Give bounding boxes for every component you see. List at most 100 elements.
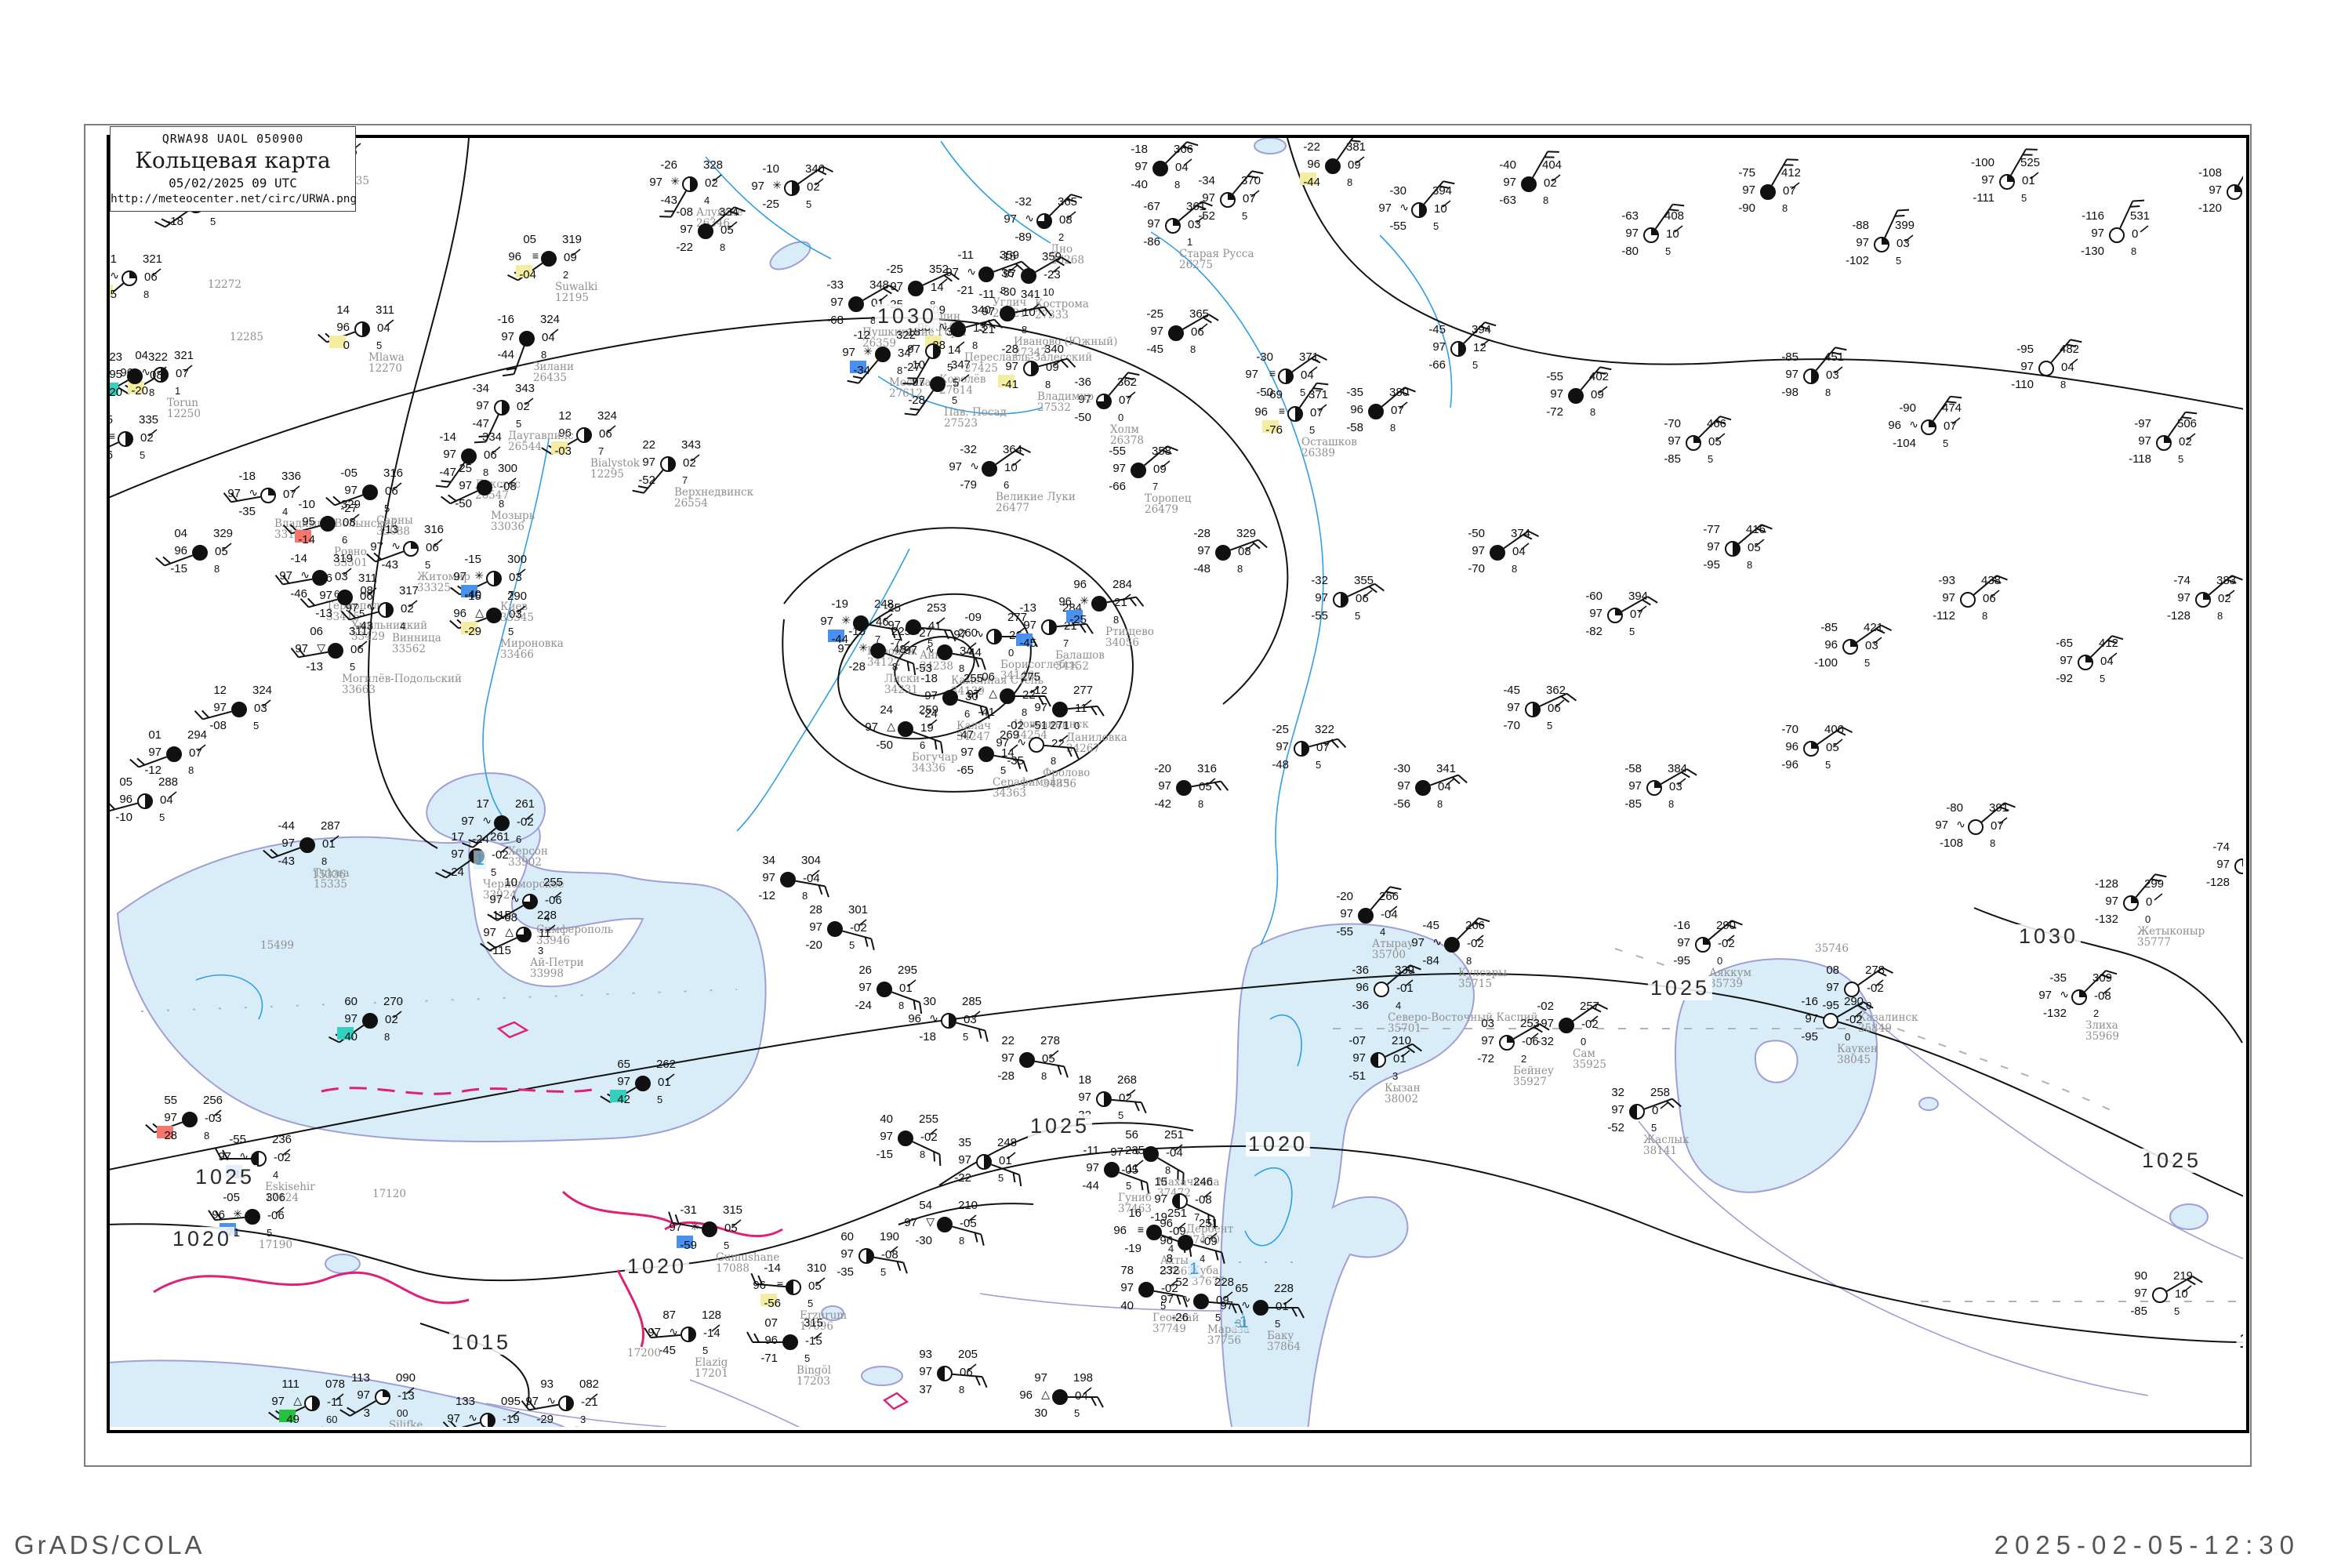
station-name-label: Bingöl 17203 — [797, 1364, 832, 1388]
tendency-value: 01 — [999, 1154, 1012, 1167]
visibility-value: 97 — [912, 376, 925, 389]
station-glyph — [339, 1387, 415, 1417]
wx-b-square-icon — [828, 630, 844, 642]
station-name-label: Ровно 33301 — [334, 546, 368, 569]
tendency-tick-icon — [350, 514, 360, 521]
dewpoint-value: -19 — [1150, 1210, 1167, 1224]
wind-barb-icon — [1119, 1171, 1150, 1195]
tendency-tick-icon — [2187, 433, 2196, 441]
dewpoint-value: -44 — [964, 646, 982, 659]
temperature-value: 28 — [809, 903, 822, 916]
visibility-value: 97 — [1147, 217, 1160, 230]
pressure-value: 322 — [148, 350, 169, 364]
tendency-value: -02 — [492, 848, 509, 862]
temperature-value: 16 — [1128, 1207, 1142, 1220]
tendency-value: 06 — [1983, 592, 1996, 605]
cloud-cover-icon — [937, 1217, 953, 1232]
wind-barb-icon — [1708, 920, 1743, 941]
present-weather-icon: ∿ — [468, 1411, 477, 1424]
station-name-label: Черноморское 33924 — [483, 878, 564, 902]
visibility-value: 97 — [830, 296, 844, 309]
pressure-value: 353 — [2256, 840, 2276, 854]
station-name-label: Eskisehir 17124 — [265, 1181, 315, 1204]
wind-barb-icon — [208, 1210, 245, 1221]
pressure-value: 255 — [543, 876, 564, 889]
low-cloud-value: 5 — [1215, 1312, 1221, 1323]
station-glyph — [1000, 303, 1053, 321]
wind-barb-icon — [435, 462, 466, 488]
low-cloud-value: 5 — [1651, 1122, 1657, 1134]
wind-barb-icon — [668, 1211, 702, 1229]
tendency-tick-icon — [343, 568, 352, 575]
temperature-value: 04 — [135, 349, 148, 362]
low-cloud-value: 5 — [808, 1298, 814, 1309]
wind-barb-icon — [920, 626, 956, 642]
tendency-tick-icon — [1677, 778, 1686, 786]
pressure-value: 362 — [1546, 684, 1566, 697]
dewpoint-value: -55 — [1311, 609, 1328, 622]
tendency-value: 01 — [899, 982, 913, 995]
pressure-value: 232 — [1160, 1264, 1180, 1277]
low-cloud-value: 8 — [1982, 610, 1988, 622]
visibility-value: 96 — [212, 1208, 225, 1221]
dewpoint-value: 8 — [1166, 1252, 1173, 1265]
low-cloud-value: 10 — [1043, 286, 1054, 298]
cloud-cover-icon — [192, 545, 208, 561]
station-name-label: Кызан 38002 — [1385, 1082, 1421, 1105]
dewpoint-value: -18 — [919, 1030, 936, 1044]
visibility-value: 97 — [1158, 779, 1171, 793]
temperature-value: -18 — [1131, 143, 1148, 156]
present-weather-icon: ≡ — [1269, 367, 1276, 379]
low-cloud-value: 0 — [1118, 412, 1124, 423]
tendency-tick-icon — [1318, 404, 1327, 412]
pressure-value: 210 — [958, 1199, 978, 1212]
visibility-value: 97 — [1625, 227, 1639, 240]
station-glyph — [2071, 970, 2118, 1005]
visibility-value: 97 — [1378, 201, 1392, 215]
low-cloud-value: 5 — [927, 637, 934, 649]
visibility-value: 97 — [1245, 368, 1258, 381]
tendency-value: 03 — [509, 608, 522, 621]
isobar-label: 1020 — [624, 1254, 690, 1279]
dewpoint-value: -24 — [472, 833, 489, 846]
temperature-value: -13 — [381, 523, 398, 536]
temperature-value: 04 — [174, 527, 187, 540]
wx-y-square-icon — [1262, 420, 1279, 433]
pressure-value: 352 — [929, 263, 949, 276]
visibility-value: 97 — [1628, 779, 1642, 793]
tendency-value: -27 — [821, 1444, 838, 1457]
low-cloud-value: 5 — [1825, 759, 1831, 771]
temperature-value: -70 — [1664, 417, 1681, 430]
low-cloud-value: 5 — [1943, 437, 1949, 449]
tendency-value: 10 — [1022, 306, 1036, 319]
wind-barb-icon — [965, 318, 1004, 329]
wind-barb-icon — [325, 494, 363, 506]
pressure-value: 306 — [266, 1191, 286, 1204]
tendency-tick-icon — [1399, 401, 1408, 409]
dewpoint-value: -05 — [1121, 1163, 1138, 1177]
station-glyph — [877, 979, 923, 1014]
present-weather-icon: ∿ — [141, 365, 151, 378]
pressure-value: 328 — [703, 158, 724, 172]
cloud-cover-icon — [906, 619, 921, 635]
temperature-value: 96 — [1160, 1217, 1173, 1230]
station-glyph — [858, 1246, 908, 1274]
pressure-value: 346 — [805, 162, 826, 176]
station-name-label: Гуниб 37463 — [1118, 1192, 1152, 1215]
tendency-value: 02 — [807, 180, 820, 194]
visibility-value: 97 — [148, 746, 162, 759]
visibility-value: 97 — [459, 479, 472, 492]
tendency-value: 06 — [144, 270, 158, 284]
low-cloud-value: 3 — [580, 1414, 586, 1425]
dewpoint-value: -56 — [1393, 797, 1410, 811]
tendency-value: 22 — [1022, 688, 1036, 702]
wind-barb-icon — [290, 648, 328, 659]
present-weather-icon: △ — [505, 925, 514, 938]
pressure-value: 253 — [927, 601, 947, 615]
wind-barb-icon — [1144, 445, 1178, 466]
temperature-value: 56 — [1125, 1128, 1138, 1142]
station-glyph — [784, 165, 833, 196]
wind-barb-icon — [1106, 596, 1145, 607]
tendency-value: 04 — [377, 321, 390, 335]
dewpoint-value: -30 — [915, 1234, 932, 1247]
